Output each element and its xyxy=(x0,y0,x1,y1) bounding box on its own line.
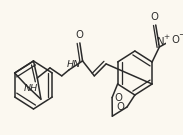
Text: +: + xyxy=(164,34,170,40)
Text: HN: HN xyxy=(66,60,81,69)
Text: O: O xyxy=(172,35,180,45)
Text: −: − xyxy=(179,31,183,40)
Text: O: O xyxy=(117,102,125,112)
Text: O: O xyxy=(151,12,159,22)
Text: NH: NH xyxy=(23,84,38,93)
Text: N: N xyxy=(157,37,165,47)
Text: O: O xyxy=(76,30,84,40)
Text: O: O xyxy=(114,93,122,103)
